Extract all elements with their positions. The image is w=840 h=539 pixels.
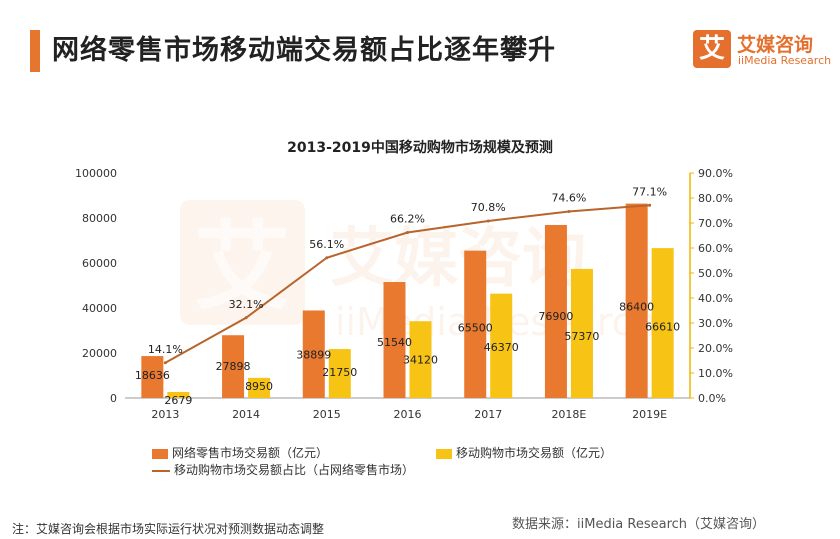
share-value-label: 70.8% [471,201,506,214]
bar-mobile-value-label: 34120 [403,353,438,366]
legend-label-retail: 网络零售市场交易额（亿元） [172,446,329,460]
x-axis-tick-label: 2013 [151,408,179,421]
share-value-label: 14.1% [148,343,183,356]
bar-mobile [651,248,674,398]
x-axis-tick-label: 2016 [394,408,422,421]
share-line-point [567,210,571,213]
legend-label-share: 移动购物市场交易额占比（占网络零售市场） [174,463,415,477]
right-axis-tick-label: 10.0% [698,367,733,380]
right-axis-tick-label: 80.0% [698,192,733,205]
bar-retail-value-label: 27898 [216,360,251,373]
left-axis-tick-label: 80000 [82,212,117,225]
share-line-point [163,361,167,365]
bar-mobile-value-label: 57370 [564,330,599,343]
footnote: 注：艾媒咨询会根据市场实际运行状况对预测数据动态调整 [12,522,325,536]
share-value-label: 32.1% [229,298,264,311]
bar-retail [544,224,567,398]
right-axis-tick-label: 30.0% [698,317,733,330]
bar-retail [383,282,406,398]
watermark-logo-box [180,200,305,325]
bar-mobile [409,321,432,398]
bar-retail [222,335,245,398]
legend-item-mobile: 移动购物市场交易额（亿元） [436,444,612,461]
bar-mobile-value-label: 2679 [164,394,192,407]
x-axis-tick-label: 2019E [632,408,667,421]
watermark-cn: 艾媒咨询 [330,222,586,296]
right-axis-tick-label: 40.0% [698,292,733,305]
left-axis-tick-label: 0 [110,392,117,405]
x-axis-tick-label: 2015 [313,408,341,421]
bar-retail [141,356,164,398]
legend-item-share: 移动购物市场交易额占比（占网络零售市场） [152,461,414,478]
share-value-label: 66.2% [390,213,425,226]
logo-chinese-name: 艾媒咨询 [737,34,814,56]
x-axis-tick-label: 2017 [474,408,502,421]
bar-mobile-value-label: 21750 [322,366,357,379]
right-axis-tick-label: 20.0% [698,342,733,355]
left-axis-tick-label: 60000 [82,257,117,270]
right-axis-tick-label: 70.0% [698,217,733,230]
share-line-point [648,203,652,207]
share-line-point [406,231,409,234]
legend-swatch-retail [152,448,168,459]
bar-mobile [248,377,271,398]
bar-retail [625,203,648,398]
share-line-point [486,219,490,223]
bar-retail-value-label: 18636 [135,369,170,382]
bar-mobile-value-label: 8950 [245,380,273,393]
logo-mark: 艾 [693,30,731,68]
legend-swatch-mobile [436,448,452,459]
bar-retail [464,250,487,398]
right-axis-tick-label: 0.0% [698,392,726,405]
bar-mobile-value-label: 46370 [484,341,519,354]
chart-title: 2013-2019中国移动购物市场规模及预测 [287,140,553,156]
bar-mobile [328,349,351,398]
left-axis-tick-label: 100000 [75,167,117,180]
logo-english-name: iiMedia Research [738,54,832,67]
right-axis-tick-label: 60.0% [698,242,733,255]
left-axis-tick-label: 20000 [82,347,117,360]
data-source: 数据来源：iiMedia Research（艾媒咨询） [512,517,766,532]
right-axis-tick-label: 50.0% [698,267,733,280]
bar-retail [302,310,325,398]
iimedia-logo: 艾 艾媒咨询 iiMedia Research [693,28,833,70]
share-value-label: 77.1% [632,185,667,198]
bar-mobile-value-label: 66610 [645,321,680,334]
right-axis-tick-label: 90.0% [698,167,733,180]
bar-mobile [167,391,190,398]
x-axis-tick-label: 2018E [551,408,586,421]
left-axis-tick-label: 40000 [82,302,117,315]
watermark-logo-mark: 艾 [194,211,290,323]
bar-retail-value-label: 38899 [296,349,331,362]
legend-item-retail: 网络零售市场交易额（亿元） [152,444,328,461]
title-accent-bar [30,30,40,72]
share-line-point [244,316,248,320]
bar-mobile [490,293,513,398]
share-line-point [325,256,329,260]
bar-retail-value-label: 86400 [619,301,654,314]
bar-retail-value-label: 65500 [458,322,493,335]
bar-retail-value-label: 76900 [538,310,573,323]
x-axis-tick-label: 2014 [232,408,260,421]
bar-retail-value-label: 51540 [377,336,412,349]
legend-swatch-share [152,469,170,472]
share-value-label: 56.1% [309,238,344,251]
page-title: 网络零售市场移动端交易额占比逐年攀升 [52,35,556,66]
share-value-label: 74.6% [551,192,586,205]
legend-label-mobile: 移动购物市场交易额（亿元） [456,446,613,460]
bar-mobile [570,268,593,398]
